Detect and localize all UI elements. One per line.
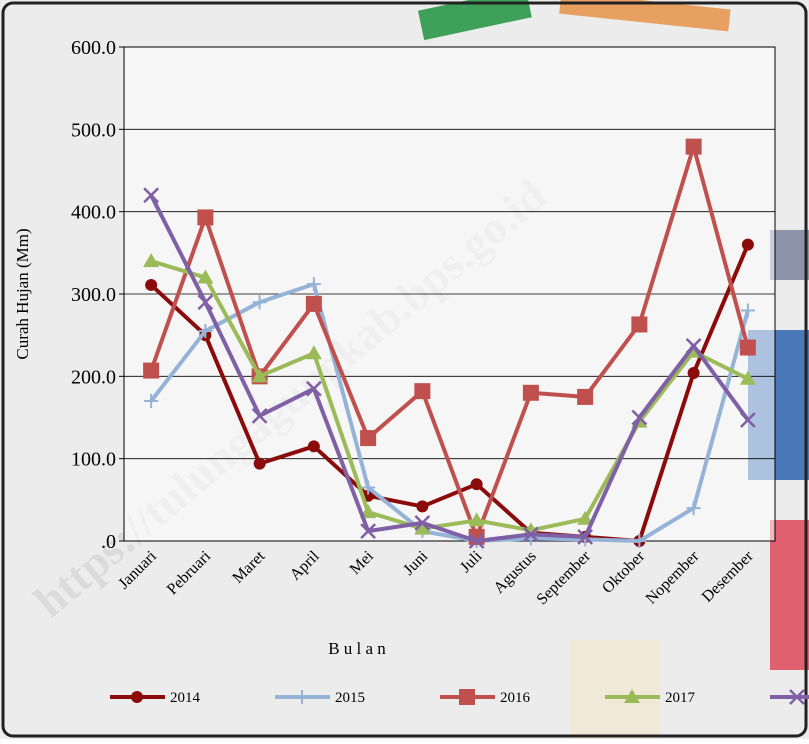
y-tick-label: 100.0 (71, 449, 116, 471)
point (253, 457, 266, 470)
point (741, 238, 754, 251)
point (131, 691, 143, 703)
y-tick-label: 200.0 (71, 366, 116, 388)
line (150, 259, 749, 533)
point (198, 324, 213, 339)
point (360, 504, 377, 519)
line (149, 282, 750, 543)
series (143, 138, 756, 545)
point (251, 407, 268, 424)
x-axis-title: B u l a n (328, 639, 386, 658)
legend-label: 2014 (170, 690, 201, 706)
point (624, 689, 640, 703)
point (459, 689, 475, 705)
point (687, 367, 700, 380)
point (739, 370, 756, 385)
marker-decoration (417, 0, 532, 41)
point (360, 430, 377, 447)
line (149, 243, 750, 543)
point (470, 478, 483, 491)
point (685, 138, 702, 155)
book-decoration (570, 640, 660, 739)
point (631, 409, 648, 426)
point (295, 690, 309, 704)
point (522, 526, 539, 543)
point (468, 533, 485, 549)
point (789, 689, 805, 705)
point (305, 380, 322, 397)
point (577, 510, 594, 525)
point (197, 294, 214, 311)
point (416, 500, 429, 513)
y-tick-label: 400.0 (71, 202, 116, 224)
legend-label: 2016 (500, 690, 531, 706)
point (739, 339, 756, 356)
point (305, 345, 322, 360)
point (414, 515, 431, 531)
y-tick-label: 300.0 (71, 284, 116, 306)
point (197, 269, 214, 284)
point (145, 278, 158, 291)
point (360, 523, 377, 540)
pencil-decoration (770, 520, 809, 670)
point (252, 295, 267, 310)
point (143, 362, 160, 379)
point (197, 209, 214, 226)
point (251, 368, 268, 383)
point (143, 253, 160, 268)
point (577, 528, 594, 545)
y-tick-label: 500.0 (71, 119, 116, 141)
point (522, 384, 539, 401)
point (361, 480, 376, 495)
line (149, 144, 750, 539)
legend-label: 2015 (335, 690, 365, 706)
point (740, 303, 755, 318)
point (468, 512, 485, 527)
sharpener-decoration (770, 230, 809, 280)
series (143, 187, 756, 549)
point (577, 388, 594, 405)
y-tick-label: 600.0 (71, 37, 116, 59)
y-tick-label: .0 (101, 531, 116, 553)
point (414, 520, 431, 535)
y-axis-title: Curah Hujan (Mm) (13, 228, 32, 359)
line (149, 194, 750, 543)
point (414, 383, 431, 400)
point (307, 440, 320, 453)
point (144, 394, 159, 409)
point (631, 316, 648, 333)
point (632, 534, 647, 548)
point (686, 501, 701, 516)
point (305, 295, 322, 312)
point (306, 277, 321, 292)
point (143, 187, 160, 204)
point (685, 337, 702, 354)
point (739, 412, 756, 428)
legend-label: 2017 (665, 690, 696, 706)
